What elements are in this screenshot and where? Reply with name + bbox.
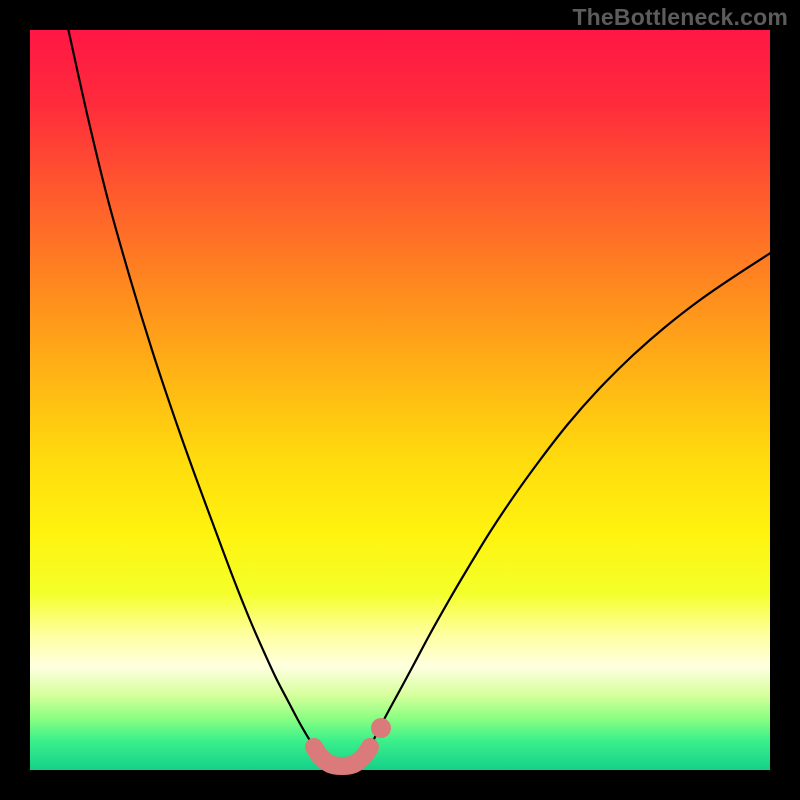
bottleneck-chart — [0, 0, 800, 800]
chart-root: TheBottleneck.com — [0, 0, 800, 800]
chart-background-gradient — [30, 30, 770, 770]
valley-highlight-end-dot — [371, 718, 391, 738]
watermark-text: TheBottleneck.com — [572, 4, 788, 31]
